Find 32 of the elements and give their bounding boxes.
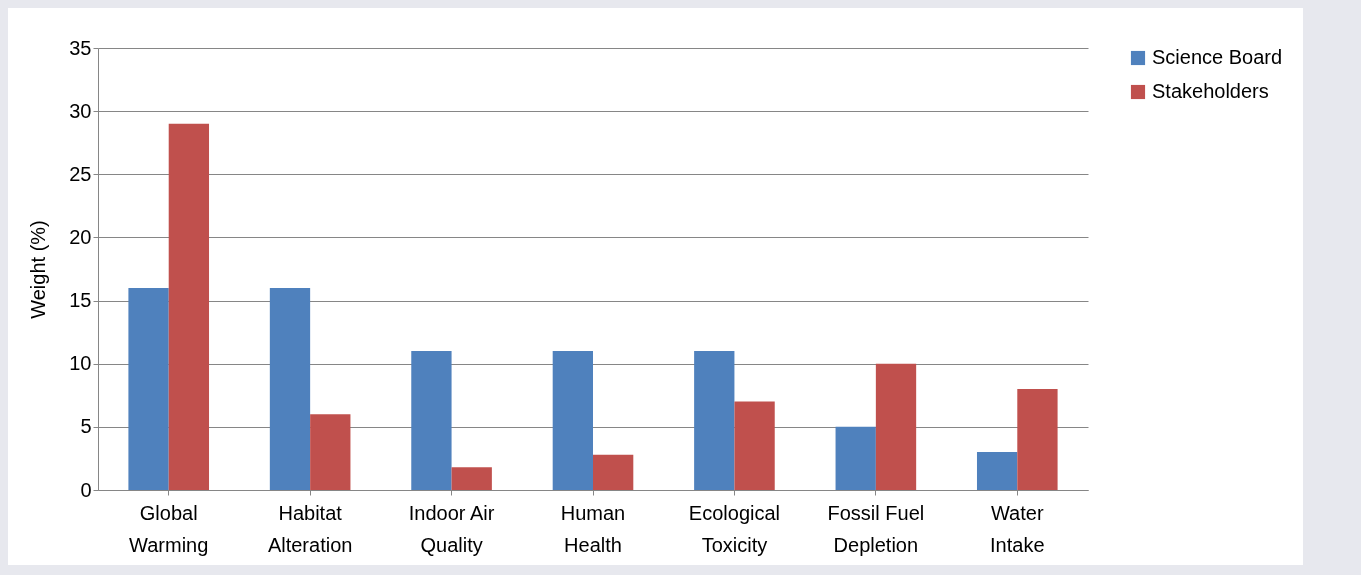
y-tick-label: 5 bbox=[80, 415, 92, 438]
x-tick-label: Indoor Air Quality bbox=[408, 501, 495, 556]
bar bbox=[1017, 388, 1058, 490]
bar bbox=[310, 414, 351, 490]
y-tick-label: 25 bbox=[69, 162, 92, 185]
y-tick-label: 15 bbox=[69, 289, 92, 312]
bar bbox=[411, 351, 452, 490]
y-tick-label: 20 bbox=[69, 225, 92, 248]
bar bbox=[734, 401, 775, 490]
bar bbox=[593, 454, 634, 490]
bar bbox=[875, 363, 917, 490]
legend-label: Stakeholders bbox=[1152, 80, 1269, 102]
y-axis-title: Weight (%) bbox=[27, 220, 50, 319]
y-tick-label: 35 bbox=[69, 36, 92, 59]
bar bbox=[976, 452, 1018, 490]
bar bbox=[168, 123, 210, 490]
bar bbox=[835, 426, 876, 490]
legend-label: Science Board bbox=[1152, 46, 1283, 68]
y-tick-label: 30 bbox=[69, 99, 92, 122]
bar bbox=[694, 351, 735, 490]
y-tick-label: 0 bbox=[80, 478, 92, 501]
bar bbox=[128, 287, 169, 490]
x-tick-label: Fossil Fuel Depletion bbox=[827, 501, 925, 556]
x-tick-label: Human Health bbox=[560, 501, 626, 556]
x-tick-label: Water Intake bbox=[990, 501, 1045, 556]
x-tick-label: Ecological Toxicity bbox=[688, 501, 781, 556]
bar bbox=[552, 351, 593, 490]
bar bbox=[451, 467, 492, 490]
x-tick-label: Global Warming bbox=[129, 501, 209, 556]
x-tick-label: Habitat Alteration bbox=[267, 501, 353, 556]
bar bbox=[269, 287, 311, 490]
y-tick-label: 10 bbox=[69, 352, 92, 375]
